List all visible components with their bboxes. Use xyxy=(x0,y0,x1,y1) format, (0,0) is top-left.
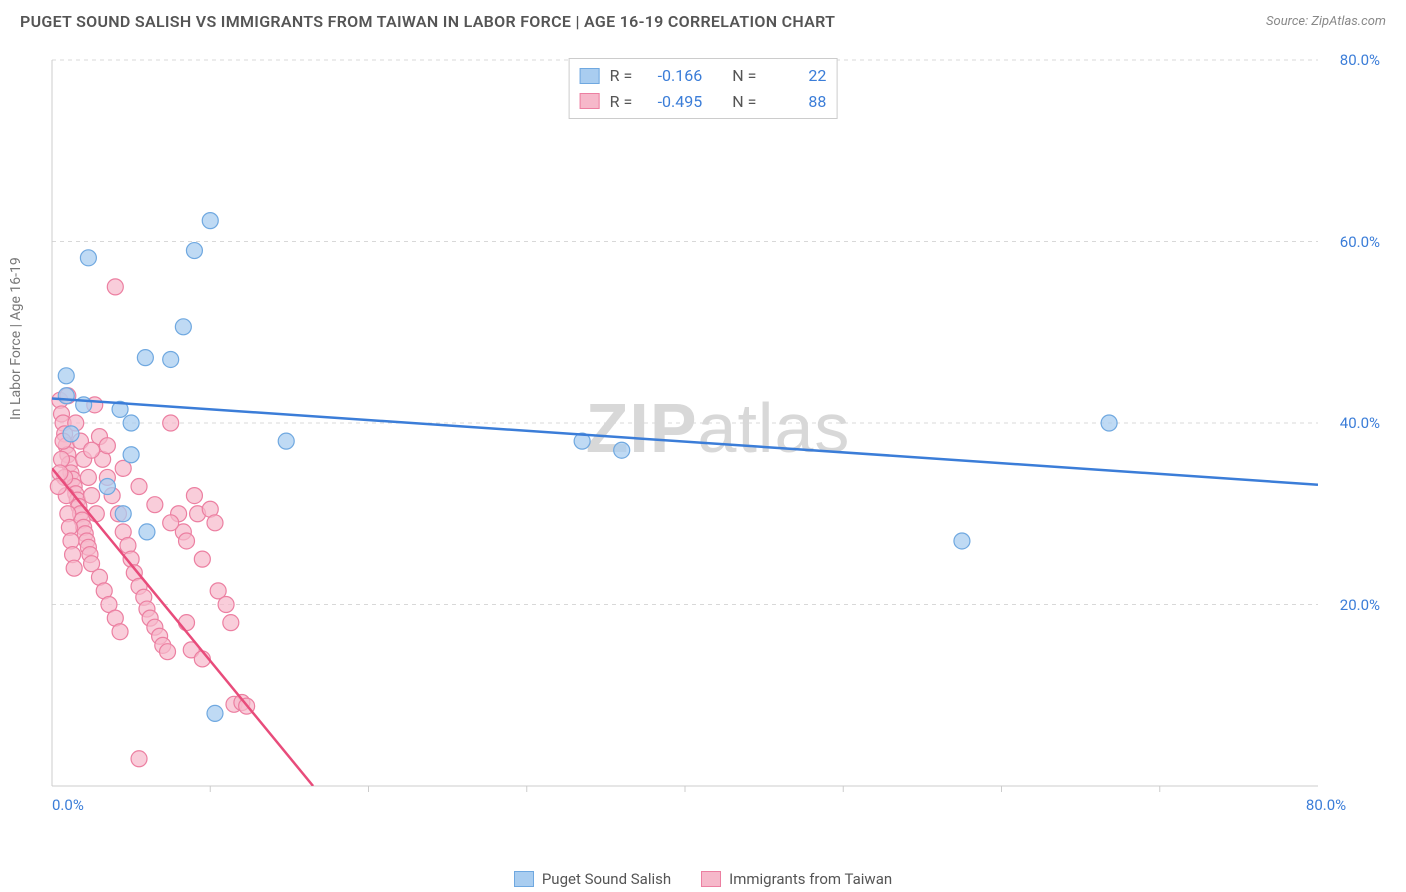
y-tick-label: 60.0% xyxy=(1340,233,1380,251)
y-axis-label: In Labor Force | Age 16-19 xyxy=(8,257,24,420)
correlation-legend: R = -0.166 N = 22 R = -0.495 N = 88 xyxy=(569,58,838,119)
legend-label-1: Puget Sound Salish xyxy=(542,870,671,888)
correlation-row-1: R = -0.166 N = 22 xyxy=(580,63,827,89)
n-value-1: 22 xyxy=(766,63,826,89)
chart-area: ZIPatlas 20.0%40.0%60.0%80.0%0.0%80.0% xyxy=(48,56,1388,816)
y-tick-label: 40.0% xyxy=(1340,414,1380,432)
y-tick-label: 20.0% xyxy=(1340,596,1380,614)
r-value-1: -0.166 xyxy=(642,63,702,89)
y-tick-label: 80.0% xyxy=(1340,51,1380,69)
n-label: N = xyxy=(732,63,756,89)
legend-swatch-2 xyxy=(701,871,721,887)
n-value-2: 88 xyxy=(766,89,826,115)
x-tick-label: 0.0% xyxy=(52,796,84,814)
chart-title: PUGET SOUND SALISH VS IMMIGRANTS FROM TA… xyxy=(20,12,835,31)
chart-header: PUGET SOUND SALISH VS IMMIGRANTS FROM TA… xyxy=(0,0,1406,39)
r-label: R = xyxy=(610,89,633,115)
scatter-plot xyxy=(48,56,1388,816)
x-tick-label: 80.0% xyxy=(1306,796,1346,814)
series-swatch-1 xyxy=(580,68,600,84)
legend-swatch-1 xyxy=(514,871,534,887)
r-label: R = xyxy=(610,63,633,89)
series-legend: Puget Sound Salish Immigrants from Taiwa… xyxy=(0,870,1406,888)
series-swatch-2 xyxy=(580,93,600,109)
source-attribution: Source: ZipAtlas.com xyxy=(1266,14,1386,29)
legend-label-2: Immigrants from Taiwan xyxy=(729,870,892,888)
legend-item-2: Immigrants from Taiwan xyxy=(701,870,892,888)
correlation-row-2: R = -0.495 N = 88 xyxy=(580,89,827,115)
r-value-2: -0.495 xyxy=(642,89,702,115)
legend-item-1: Puget Sound Salish xyxy=(514,870,671,888)
n-label: N = xyxy=(732,89,756,115)
